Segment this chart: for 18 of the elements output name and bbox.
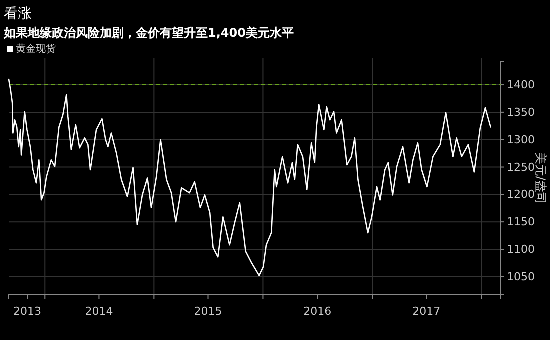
y-tick-label: 1050 bbox=[507, 270, 535, 284]
legend-label: 黄金现货 bbox=[16, 43, 56, 55]
y-tick-label: 1400 bbox=[507, 78, 535, 92]
y-tick-label: 1100 bbox=[507, 243, 535, 256]
y-tick-label: 1200 bbox=[507, 188, 535, 202]
y-tick-label: 1150 bbox=[507, 216, 535, 229]
x-tick-label: 2013 bbox=[14, 305, 42, 318]
x-tick-label: 2017 bbox=[412, 305, 441, 318]
x-tick-label: 2014 bbox=[85, 305, 114, 318]
chart-subtitle: 如果地缘政治风险加剧，金价有望升至1,400美元水平 bbox=[3, 26, 294, 40]
y-axis-title: 美元/盎司 bbox=[534, 152, 548, 205]
x-tick-label: 2016 bbox=[304, 305, 332, 318]
x-tick-label: 2015 bbox=[194, 305, 222, 318]
y-tick-label: 1250 bbox=[507, 160, 535, 174]
y-tick-label: 1350 bbox=[507, 106, 535, 119]
chart-title: 看涨 bbox=[4, 6, 32, 22]
y-tick-label: 1300 bbox=[507, 133, 535, 146]
line-series bbox=[8, 78, 492, 276]
